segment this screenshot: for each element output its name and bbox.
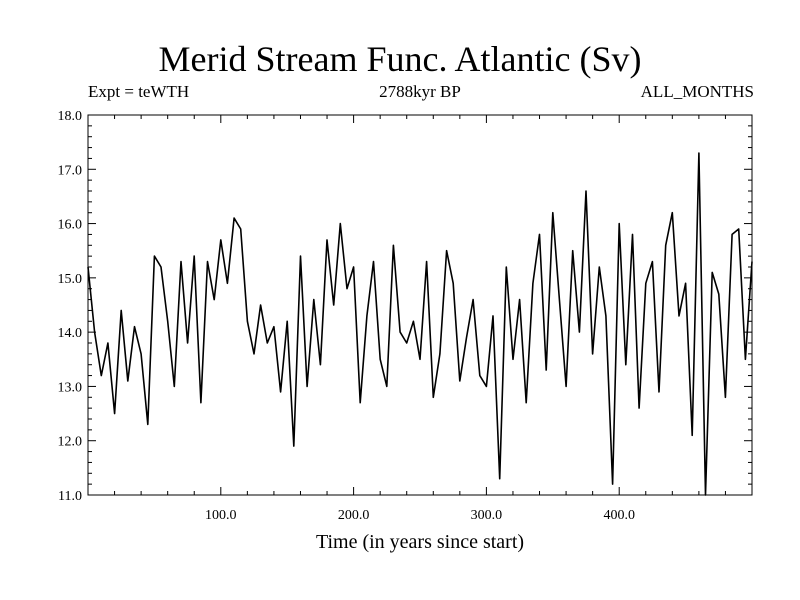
tick-labels: 11.0 12.0 13.0 14.0 15.0 16.0 17.0 18.0 100.0 200… [58,109,635,523]
series-line [87,152,753,496]
x-axis-label: Time (in years since start) [316,531,524,553]
x-tick-label: 300.0 [471,508,503,523]
x-tick-label: 200.0 [338,508,370,523]
y-tick-label: 17.0 [58,163,83,178]
axis-ticks [87,114,753,496]
y-tick-label: 11.0 [58,489,82,504]
y-tick-label: 15.0 [58,272,83,287]
chart-title: Merid Stream Func. Atlantic (Sv) [158,39,642,79]
y-tick-label: 13.0 [58,380,83,395]
chart-subtitle: 2788kyr BP [379,82,461,101]
y-tick-label: 18.0 [58,109,83,124]
months-label: ALL_MONTHS [640,82,754,101]
y-tick-label: 16.0 [58,218,83,233]
x-tick-label: 400.0 [603,508,635,523]
plot-frame [87,114,753,496]
y-tick-label: 14.0 [58,326,83,341]
y-tick-label: 12.0 [58,435,83,450]
x-tick-label: 100.0 [205,508,237,523]
experiment-label: Expt = teWTH [88,82,190,101]
